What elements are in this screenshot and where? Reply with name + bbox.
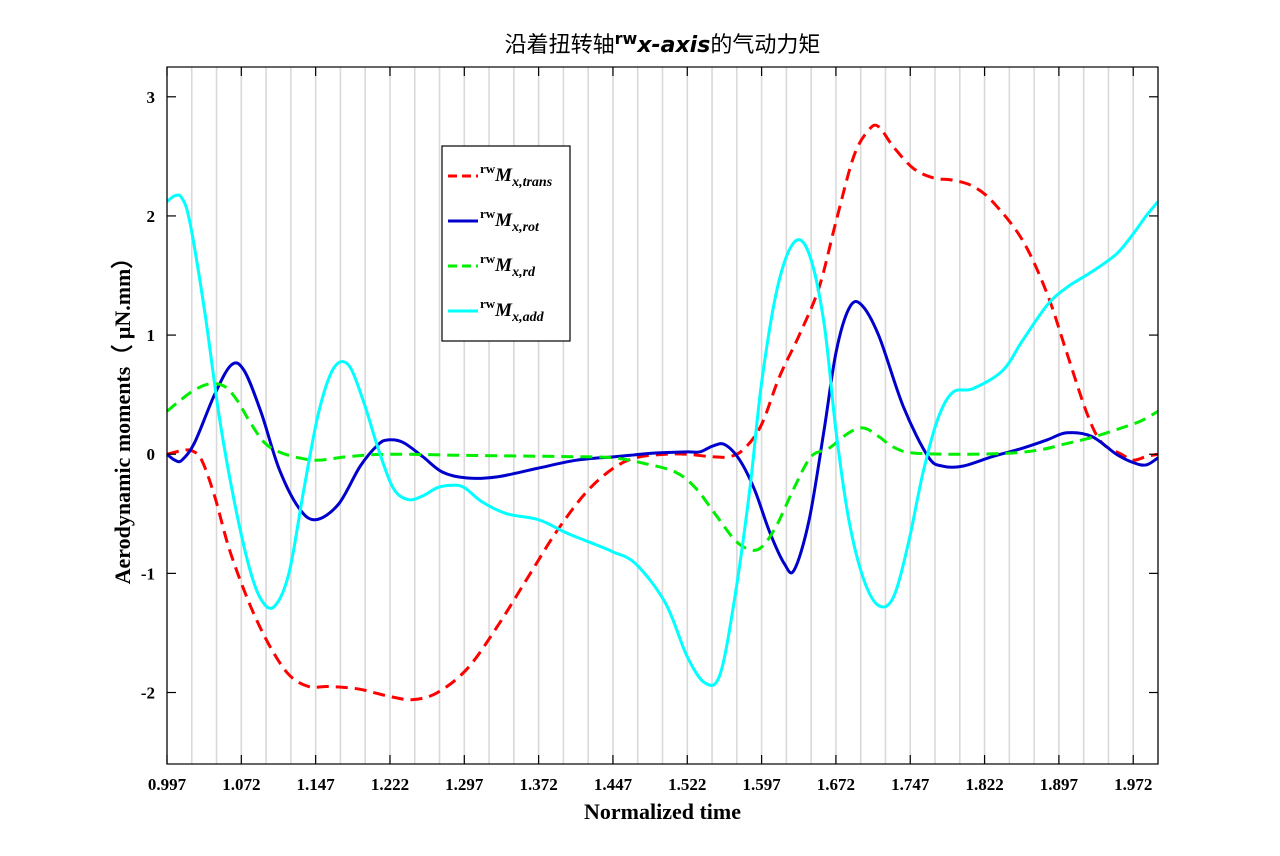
chart-title-superscript: rw [615,29,638,48]
x-tick-label: 1.072 [222,775,260,794]
legend-entry: rwMx,rd [480,251,536,280]
chart-title-axis: x-axis [636,33,710,58]
x-tick-label: 1.222 [371,775,409,794]
x-tick-label: 1.372 [520,775,558,794]
x-tick-label: 0.997 [148,775,187,794]
x-tick-label: 1.897 [1040,775,1079,794]
grid-lines [166,67,1159,764]
y-tick-label: -2 [141,684,155,703]
y-tick-label: 0 [147,445,156,464]
x-axis-label: Normalized time [584,799,741,824]
axis-ticks: 0.997 1.072 1.147 1.222 1.297 1.372 1.447 1.522… [141,67,1158,794]
series-line-xrot [166,300,1159,575]
plot-lines [166,123,1160,702]
x-tick-label: 1.147 [297,775,336,794]
series-line-xadd [166,193,1160,687]
x-tick-label: 1.597 [742,775,781,794]
x-tick-label: 1.447 [594,775,633,794]
legend-entry: rwMx,rot [480,206,540,235]
legend: rwMx,trans rwMx,rot rwMx,rd rwMx,add [441,145,571,342]
x-tick-label: 1.672 [817,775,855,794]
x-tick-label: 1.747 [891,775,930,794]
x-tick-label: 1.297 [445,775,484,794]
legend-entry: rwMx,add [480,296,545,325]
series-line-xrd [166,382,1159,552]
plot-frame [166,66,1159,765]
y-tick-label: 3 [147,88,156,107]
y-tick-label: 1 [147,326,156,345]
y-tick-label: -1 [141,564,155,583]
chart-title: 沿着扭转轴rwx-axis的气动力矩 [505,29,821,58]
y-tick-label: 2 [147,207,156,226]
series-line-xtrans [166,123,1159,702]
legend-box [441,145,571,342]
x-tick-label: 1.972 [1114,775,1152,794]
chart-title-suffix: 的气动力矩 [710,33,820,58]
y-axis-label: Aerodynamic moments（ μN.mm） [110,247,135,585]
x-tick-label: 1.522 [668,775,706,794]
x-tick-label: 1.822 [965,775,1003,794]
legend-entry: rwMx,trans [480,161,553,190]
chart-title-prefix: 沿着扭转轴 [505,33,615,58]
